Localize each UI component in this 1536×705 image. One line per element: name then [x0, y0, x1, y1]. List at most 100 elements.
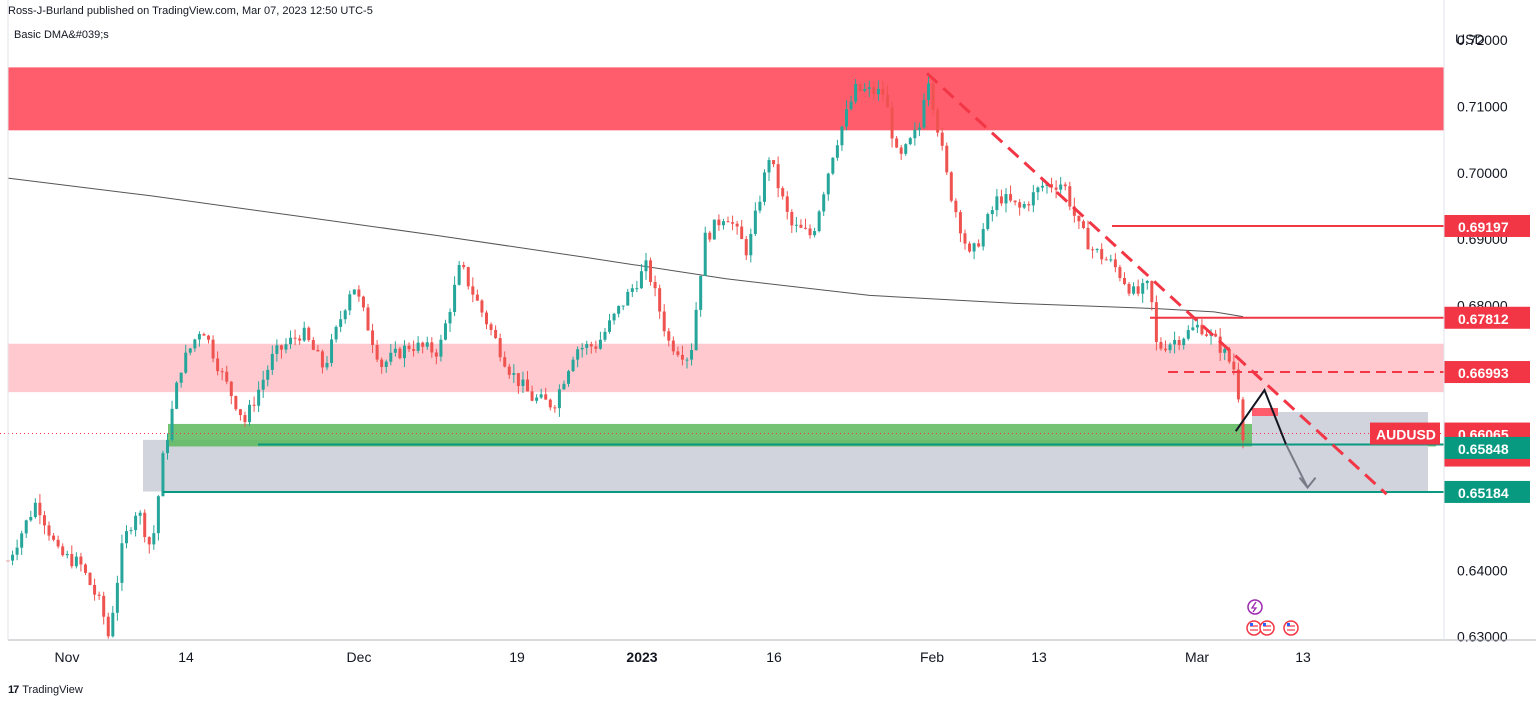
candle-body — [111, 612, 115, 637]
candle-body — [608, 320, 612, 332]
flag-canton — [1263, 623, 1266, 626]
candle-body — [835, 145, 839, 158]
candle-body — [658, 288, 662, 312]
candle-body — [42, 515, 46, 526]
mid-zone — [8, 343, 1444, 393]
candle-body — [516, 373, 520, 387]
candle-body — [740, 226, 744, 240]
indicator-label[interactable]: Basic DMA&#039;s — [14, 29, 109, 41]
candle-body — [234, 396, 238, 410]
price-badge-value: 0.69197 — [1458, 219, 1509, 235]
candle-body — [995, 196, 999, 211]
candle-body — [129, 530, 133, 532]
candle-body — [904, 144, 908, 154]
candle-body — [571, 359, 575, 372]
candle-body — [1004, 194, 1008, 204]
candle-body — [649, 260, 653, 282]
candle-body — [156, 496, 160, 534]
ticker-label: AUDUSD — [1376, 427, 1436, 443]
candle-body — [498, 338, 502, 358]
candle-body — [211, 339, 215, 359]
candle-body — [1159, 342, 1163, 349]
candle-body — [425, 342, 429, 347]
candle-body — [553, 407, 557, 409]
candle-body — [831, 157, 835, 174]
x-axis: Nov 14 Dec 19 2023 16 Feb 13 Mar 13 — [55, 649, 1311, 665]
candle-body — [936, 109, 940, 133]
candle-body — [366, 307, 370, 331]
us-flag-event-icon — [1283, 620, 1299, 636]
tradingview-footer[interactable]: 17 TradingView — [8, 684, 83, 696]
candle-body — [24, 520, 28, 534]
candle-body — [758, 201, 762, 211]
candle-body — [803, 227, 807, 229]
event-flash-icon — [1247, 599, 1263, 615]
candle-body — [1022, 204, 1026, 208]
candle-body — [384, 361, 388, 367]
zones-layer — [8, 67, 1444, 492]
candle-body — [466, 267, 470, 287]
projection-path-leg1 — [1234, 388, 1287, 445]
candle-body — [576, 349, 580, 360]
candle-body — [977, 243, 981, 247]
x-tick-label: 16 — [766, 649, 782, 665]
candle-body — [138, 512, 142, 516]
candle-body — [197, 334, 201, 340]
candle-body — [457, 265, 461, 285]
candle-body — [1072, 206, 1076, 216]
candle-body — [252, 404, 256, 406]
candle-body — [47, 525, 51, 536]
candle-body — [257, 389, 261, 406]
candle-body — [999, 196, 1003, 204]
candle-body — [416, 342, 420, 351]
candle-body — [352, 289, 356, 295]
candle-body — [1141, 283, 1145, 294]
candle-body — [908, 138, 912, 145]
candle-body — [822, 194, 826, 212]
candle-body — [867, 87, 871, 90]
candle-body — [781, 188, 785, 197]
candle-body — [311, 340, 315, 350]
candle-body — [526, 379, 530, 392]
candle-body — [225, 371, 229, 382]
x-tick-label: Feb — [920, 649, 944, 665]
candle-body — [1109, 259, 1113, 261]
candle-body — [671, 340, 675, 352]
candle-body — [990, 210, 994, 215]
candle-body — [1040, 185, 1044, 188]
candle-body — [544, 394, 548, 400]
candle-body — [1068, 186, 1072, 207]
price-badge-bg — [1444, 214, 1530, 237]
candle-body — [393, 348, 397, 353]
candle-body — [279, 345, 283, 350]
candle-body — [398, 348, 402, 359]
candle-body — [238, 409, 242, 416]
price-badge-bg — [1444, 306, 1530, 329]
candle-body — [626, 291, 630, 306]
y-tick-label: 0.63000 — [1457, 629, 1508, 645]
candle-body — [863, 89, 867, 91]
candle-body — [83, 564, 87, 573]
candle-body — [1091, 249, 1095, 251]
candle-body — [1095, 249, 1099, 251]
candle-body — [343, 310, 347, 320]
candle-body — [594, 346, 598, 349]
candle-body — [1113, 259, 1117, 268]
candle-body — [1227, 349, 1231, 362]
candle-body — [1236, 369, 1240, 400]
candle-body — [161, 453, 165, 497]
candle-body — [1200, 324, 1204, 335]
candle-body — [790, 211, 794, 226]
candle-body — [662, 311, 666, 332]
candle-body — [1013, 200, 1017, 203]
candle-body — [453, 284, 457, 312]
candle-body — [1081, 221, 1085, 228]
candle-body — [712, 219, 716, 240]
candle-body — [480, 300, 484, 313]
x-tick-label: Mar — [1185, 649, 1209, 665]
candle-body — [690, 350, 694, 360]
flash-glyph-icon — [1250, 601, 1258, 613]
candle-body — [913, 129, 917, 139]
candle-body — [380, 359, 384, 367]
